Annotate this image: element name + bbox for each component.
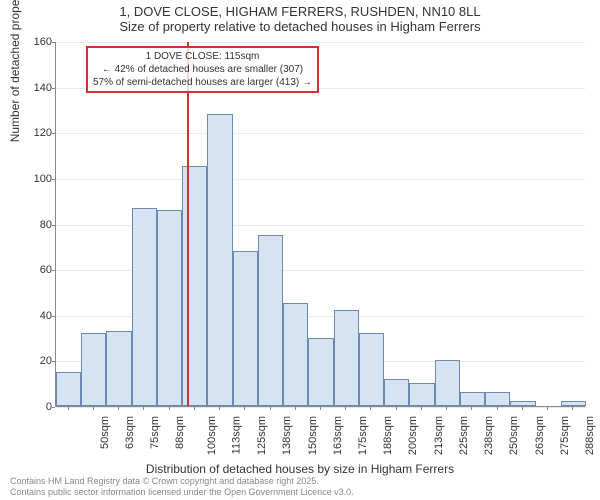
bar xyxy=(207,114,232,406)
x-tick-label: 138sqm xyxy=(281,416,293,455)
bar xyxy=(132,208,157,406)
x-tick-label: 250sqm xyxy=(509,416,521,455)
x-tick-label: 200sqm xyxy=(408,416,420,455)
y-tick-label: 0 xyxy=(22,401,52,413)
reference-line xyxy=(187,42,189,406)
bar xyxy=(56,372,81,406)
annotation-line-2: ← 42% of detached houses are smaller (30… xyxy=(93,63,312,76)
bar xyxy=(308,338,333,406)
bar xyxy=(510,401,535,406)
x-tick-label: 100sqm xyxy=(206,416,218,455)
x-tick-label: 188sqm xyxy=(382,416,394,455)
x-tick-label: 238sqm xyxy=(483,416,495,455)
bar xyxy=(334,310,359,406)
bar xyxy=(359,333,384,406)
x-tick-label: 125sqm xyxy=(256,416,268,455)
x-tick-label: 263sqm xyxy=(534,416,546,455)
bar xyxy=(258,235,283,406)
y-tick-label: 20 xyxy=(22,355,52,367)
plot-area: 1 DOVE CLOSE: 115sqm ← 42% of detached h… xyxy=(55,42,585,407)
y-tick-label: 160 xyxy=(22,36,52,48)
x-tick-label: 88sqm xyxy=(174,416,186,449)
x-tick-label: 63sqm xyxy=(124,416,136,449)
y-tick-label: 80 xyxy=(22,219,52,231)
chart-container: 1, DOVE CLOSE, HIGHAM FERRERS, RUSHDEN, … xyxy=(0,0,600,500)
y-tick-label: 40 xyxy=(22,310,52,322)
y-tick-label: 60 xyxy=(22,264,52,276)
footer-line-2: Contains public sector information licen… xyxy=(10,487,354,498)
x-tick-label: 150sqm xyxy=(307,416,319,455)
y-tick-label: 140 xyxy=(22,82,52,94)
bar xyxy=(106,331,131,406)
x-tick-label: 50sqm xyxy=(99,416,111,449)
annotation-line-1: 1 DOVE CLOSE: 115sqm xyxy=(93,50,312,63)
bar xyxy=(157,210,182,406)
y-tick-label: 120 xyxy=(22,127,52,139)
bar xyxy=(81,333,106,406)
bar xyxy=(283,303,308,406)
title-block: 1, DOVE CLOSE, HIGHAM FERRERS, RUSHDEN, … xyxy=(0,4,600,34)
footer-attribution: Contains HM Land Registry data © Crown c… xyxy=(10,476,354,498)
x-tick-label: 288sqm xyxy=(584,416,596,455)
footer-line-1: Contains HM Land Registry data © Crown c… xyxy=(10,476,354,487)
x-tick-label: 275sqm xyxy=(559,416,571,455)
x-tick-label: 113sqm xyxy=(230,416,242,454)
annotation-line-3: 57% of semi-detached houses are larger (… xyxy=(93,76,312,89)
x-tick-label: 225sqm xyxy=(458,416,470,455)
x-tick-label: 175sqm xyxy=(357,416,369,455)
x-tick-label: 163sqm xyxy=(332,416,344,455)
bar xyxy=(233,251,258,406)
title-line-1: 1, DOVE CLOSE, HIGHAM FERRERS, RUSHDEN, … xyxy=(0,4,600,19)
x-tick-label: 75sqm xyxy=(149,416,161,449)
bar xyxy=(182,166,207,406)
bar xyxy=(485,392,510,406)
bar xyxy=(384,379,409,406)
bar xyxy=(409,383,434,406)
bar xyxy=(435,360,460,406)
annotation-box: 1 DOVE CLOSE: 115sqm ← 42% of detached h… xyxy=(86,46,319,93)
title-line-2: Size of property relative to detached ho… xyxy=(0,19,600,34)
x-axis-label: Distribution of detached houses by size … xyxy=(0,462,600,476)
y-axis-label: Number of detached properties xyxy=(8,0,22,142)
bar xyxy=(561,401,586,406)
bar xyxy=(460,392,485,406)
y-tick-label: 100 xyxy=(22,173,52,185)
x-tick-label: 213sqm xyxy=(433,416,445,455)
